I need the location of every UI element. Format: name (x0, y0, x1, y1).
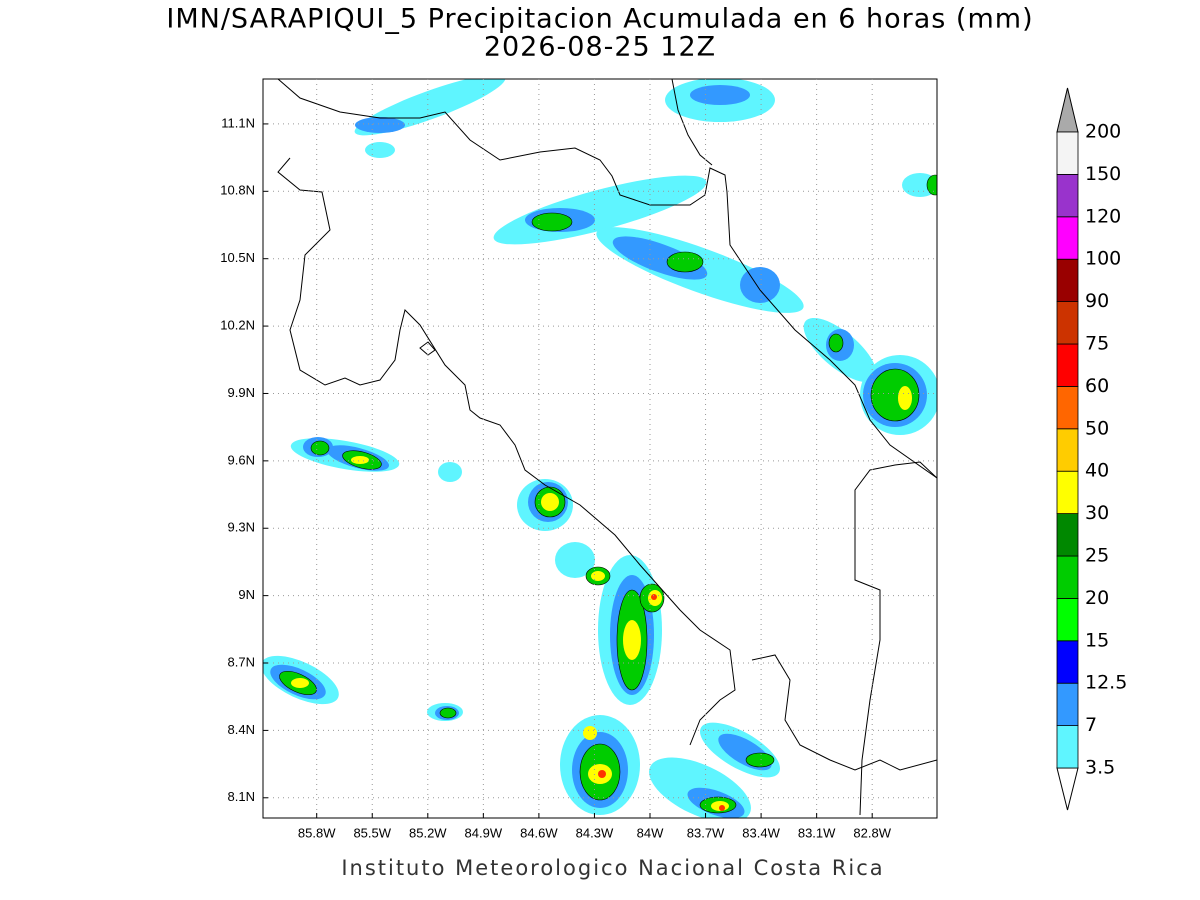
colorbar-under-arrow (1056, 767, 1079, 811)
lat-tick-label: 8.1N (228, 789, 255, 804)
colorbar-box (1056, 725, 1079, 769)
lon-tick-label: 84.6W (520, 825, 558, 840)
coastline (726, 191, 937, 479)
lon-tick-label: 83.1W (798, 825, 836, 840)
colorbar-box (1056, 682, 1079, 727)
border (671, 79, 713, 166)
footer: Instituto Meteorologico Nacional Costa R… (341, 856, 884, 880)
lon-tick-label: 85.5W (353, 825, 391, 840)
colorbar-label: 30 (1085, 502, 1109, 524)
colorbar-label: 120 (1085, 205, 1121, 227)
lon-tick-label: 83.7W (687, 825, 725, 840)
lon-tick-label: 84.3W (576, 825, 614, 840)
lat-tick-label: 8.4N (228, 722, 255, 737)
lat-tick-label: 10.8N (220, 183, 255, 198)
lat-tick-label: 9.9N (228, 385, 255, 400)
colorbar-label: 75 (1085, 333, 1109, 355)
colorbar-label: 3.5 (1085, 757, 1115, 779)
colorbar-box (1056, 216, 1079, 260)
lat-tick-label: 8.7N (228, 654, 255, 669)
border (854, 461, 937, 816)
colorbar-label: 50 (1085, 417, 1109, 439)
colorbar-box (1056, 513, 1079, 557)
lat-tick-label: 9.6N (228, 452, 255, 467)
lon-tick-label: 85.8W (298, 825, 336, 840)
lat-tick-label: 9.3N (228, 520, 255, 535)
colorbar-label: 7 (1085, 714, 1097, 736)
precip-extreme (598, 594, 725, 811)
colorbar-label: 20 (1085, 587, 1109, 609)
colorbar-box (1056, 428, 1079, 472)
colorbar-box (1056, 598, 1079, 642)
lat-tick-label: 10.5N (220, 250, 255, 265)
colorbar-label: 12.5 (1085, 672, 1127, 694)
coastline (751, 654, 937, 771)
subtitle: 2026-08-25 12Z (484, 32, 716, 63)
colorbar-label: 15 (1085, 629, 1109, 651)
colorbar-box (1056, 173, 1079, 218)
colorbar-label: 200 (1085, 121, 1121, 143)
colorbar-box (1056, 385, 1079, 430)
title: IMN/SARAPIQUI_5 Precipitacion Acumulada … (166, 4, 1033, 35)
colorbar-label: 90 (1085, 290, 1109, 312)
lat-tick-label: 11.1N (221, 115, 255, 130)
lon-tick-label: 85.2W (409, 825, 447, 840)
colorbar-box (1056, 301, 1079, 345)
lon-tick-label: 83.4W (742, 825, 780, 840)
colorbar-box (1056, 470, 1079, 515)
colorbar-label: 40 (1085, 460, 1109, 482)
coastline (277, 157, 736, 746)
colorbar-label: 60 (1085, 375, 1109, 397)
lat-tick-label: 10.2N (220, 318, 255, 333)
colorbar-label: 150 (1085, 163, 1121, 185)
colorbar-box (1056, 131, 1079, 175)
colorbar-box (1056, 343, 1079, 387)
lon-tick-label: 84W (637, 825, 664, 840)
map-frame (262, 78, 938, 819)
coastline (277, 79, 728, 206)
colorbar-label: 100 (1085, 248, 1121, 270)
lon-tick-label: 82.8W (853, 825, 891, 840)
coastlines (277, 79, 937, 816)
colorbar-box (1056, 258, 1079, 303)
colorbar-label: 25 (1085, 545, 1109, 567)
colorbar-box (1056, 555, 1079, 599)
island (419, 341, 436, 356)
lat-tick-label: 9N (238, 587, 255, 602)
colorbar-over-arrow (1056, 87, 1079, 133)
lon-tick-label: 84.9W (465, 825, 503, 840)
precipitation-field (263, 79, 937, 818)
colorbar-box (1056, 640, 1079, 684)
